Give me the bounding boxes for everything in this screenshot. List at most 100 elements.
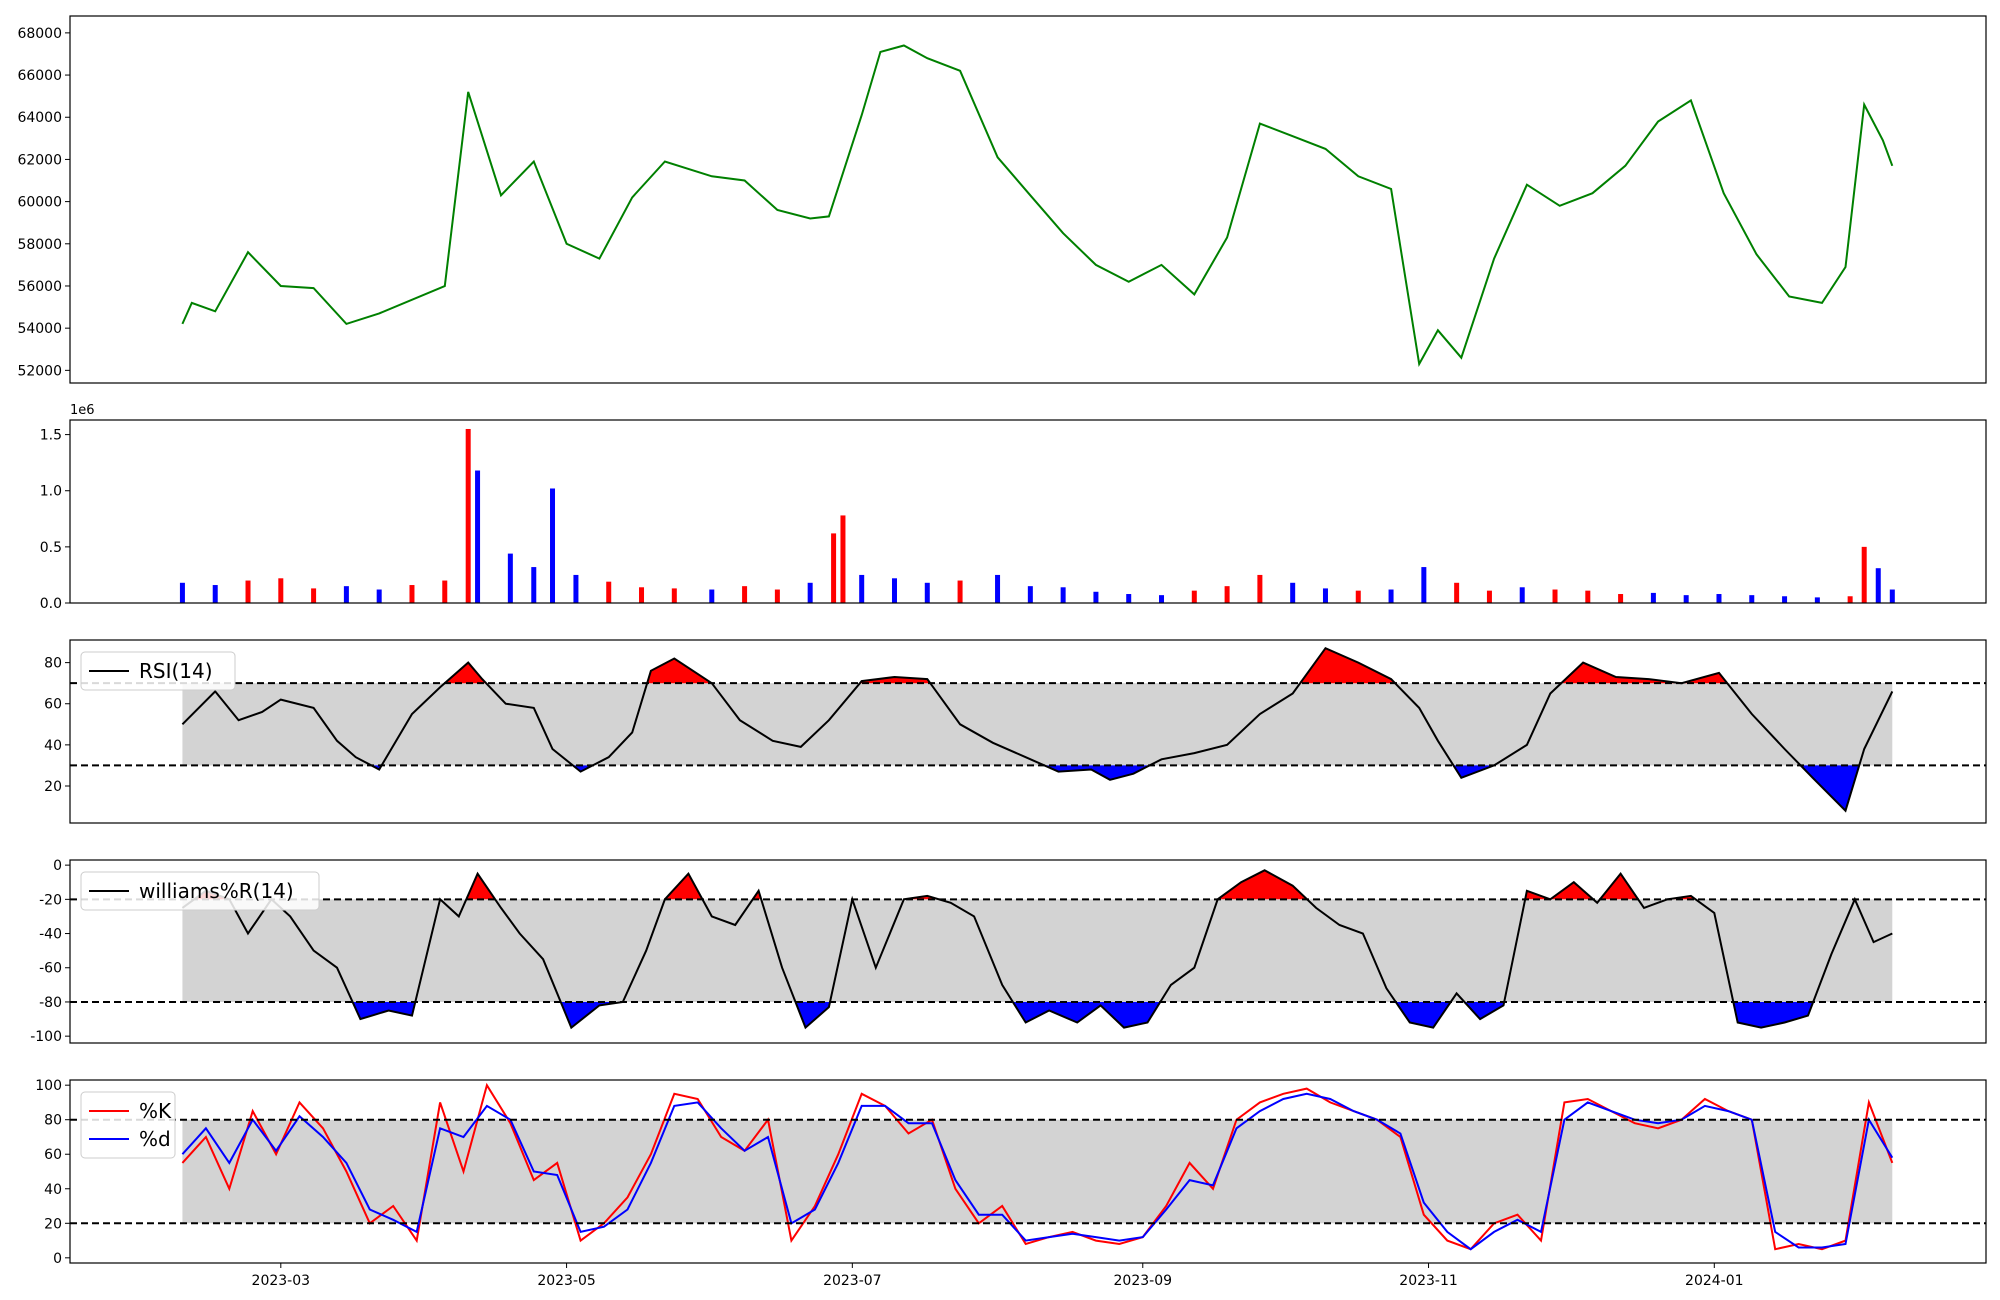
ytick-label: 1.5 (40, 428, 62, 444)
volume-bar (1060, 587, 1066, 603)
legend-stochastic: %K %d (80, 1091, 176, 1159)
oversold-fill (1464, 1002, 1505, 1020)
volume-bar (409, 585, 415, 603)
overbought-fill (1561, 662, 1682, 684)
volume-bar (859, 574, 865, 603)
panel-williams: -100 -80 -60 -40 -20 0 williams%R(14) (30, 858, 1987, 1045)
legend-williams: williams%R(14) (80, 871, 320, 911)
plot-area-stochastic (181, 1082, 1894, 1251)
volume-bar (742, 586, 748, 603)
oversold-fill (1733, 1002, 1814, 1028)
volume-bar (1585, 590, 1591, 603)
axes-frame-williams (69, 859, 1987, 1044)
legend-box (80, 651, 236, 691)
volume-bar (671, 588, 677, 603)
volume-bar (1749, 595, 1755, 603)
volume-bar (606, 581, 612, 603)
axes-frame-stochastic (69, 1079, 1987, 1264)
ytick-label: 52000 (17, 363, 62, 379)
panels: 52000 54000 56000 58000 60000 62000 64000 66000… (17, 15, 1987, 1267)
ytick-label: 0 (53, 858, 62, 874)
volume-bar (531, 567, 537, 603)
volume-bar (1290, 582, 1296, 603)
volume-bar (278, 578, 284, 603)
volume-bar (1486, 590, 1492, 603)
xtick-label: 2023-07 (823, 1273, 882, 1289)
plot-area-volume (179, 428, 1895, 603)
volume-bar (376, 589, 382, 603)
volume-bar (1191, 590, 1197, 603)
xtick-label: 2023-09 (1114, 1273, 1173, 1289)
volume-bar (924, 582, 930, 603)
panel-stochastic: 0 20 40 60 80 100 %K %d (35, 1078, 1987, 1267)
volume-bar (343, 586, 349, 603)
overbought-fill (1300, 648, 1396, 684)
legend-rsi: RSI(14) (80, 651, 236, 691)
xtick-label: 2023-03 (252, 1273, 311, 1289)
oversold-fill (352, 1002, 416, 1020)
volume-bar (1421, 567, 1427, 603)
volume-bar (831, 533, 837, 603)
plot-area-williams (181, 869, 1893, 1030)
volume-bar (1552, 589, 1558, 603)
volume-bar (1847, 596, 1853, 603)
ytick-label: 58000 (17, 237, 62, 253)
volume-bar (840, 515, 846, 603)
volume-bar (1861, 546, 1867, 603)
ytick-label: 60000 (17, 195, 62, 211)
volume-bar (1093, 591, 1099, 603)
volume-bar (1650, 592, 1656, 603)
volume-bar (550, 488, 556, 603)
volume-bar (465, 428, 471, 603)
axes-frame-price (69, 15, 1987, 384)
ytick-label: 54000 (17, 321, 62, 337)
xtick-label: 2023-11 (1399, 1273, 1458, 1289)
volume-bar (442, 580, 448, 603)
volume-bar (807, 582, 813, 603)
volume-bar (1716, 594, 1722, 603)
series-line-pct-d (181, 1092, 1894, 1251)
legend-label: RSI(14) (139, 659, 213, 683)
volume-bar (1388, 589, 1394, 603)
plot-area-price (181, 44, 1894, 368)
panel-rsi: 20 40 60 80 RSI(14) (44, 639, 1987, 824)
ytick-label: 0.0 (40, 596, 62, 612)
volume-bar (995, 574, 1001, 603)
neutral-band (182, 1119, 1893, 1224)
ytick-label: 80 (44, 1113, 62, 1129)
volume-offset-text: 1e6 (70, 403, 95, 418)
volume-bar (1355, 590, 1361, 603)
panel-volume: 0.0 0.5 1.0 1.5 1e6 (40, 403, 1987, 612)
legend-box (80, 1091, 176, 1159)
ytick-label: 40 (44, 1182, 62, 1198)
legend-label: williams%R(14) (139, 879, 294, 903)
volume-bar (507, 553, 513, 603)
volume-bar (311, 588, 317, 603)
volume-bar (1814, 597, 1820, 603)
price-line (181, 44, 1894, 368)
overbought-fill (444, 662, 487, 684)
williams-line (181, 869, 1893, 1030)
volume-bar (1782, 596, 1788, 603)
overbought-fill (664, 873, 703, 900)
volume-bar (179, 582, 185, 603)
volume-bar (1683, 595, 1689, 603)
volume-bar (245, 580, 251, 603)
volume-bar (1224, 586, 1230, 603)
ytick-label: 1.0 (40, 484, 62, 500)
ytick-label: -80 (39, 995, 62, 1011)
volume-bar (1454, 582, 1460, 603)
oversold-fill (560, 1002, 623, 1028)
neutral-band (182, 683, 1893, 766)
ytick-label: 40 (44, 738, 62, 754)
ytick-label: 68000 (17, 26, 62, 42)
overbought-fill (1550, 882, 1594, 900)
axes-frame-rsi (69, 639, 1987, 824)
ytick-label: -20 (39, 892, 62, 908)
ytick-label: 62000 (17, 152, 62, 168)
volume-bar (891, 578, 897, 603)
ytick-label: 100 (35, 1078, 62, 1094)
axes-frame-volume (69, 419, 1987, 604)
volume-bar (1618, 594, 1624, 603)
